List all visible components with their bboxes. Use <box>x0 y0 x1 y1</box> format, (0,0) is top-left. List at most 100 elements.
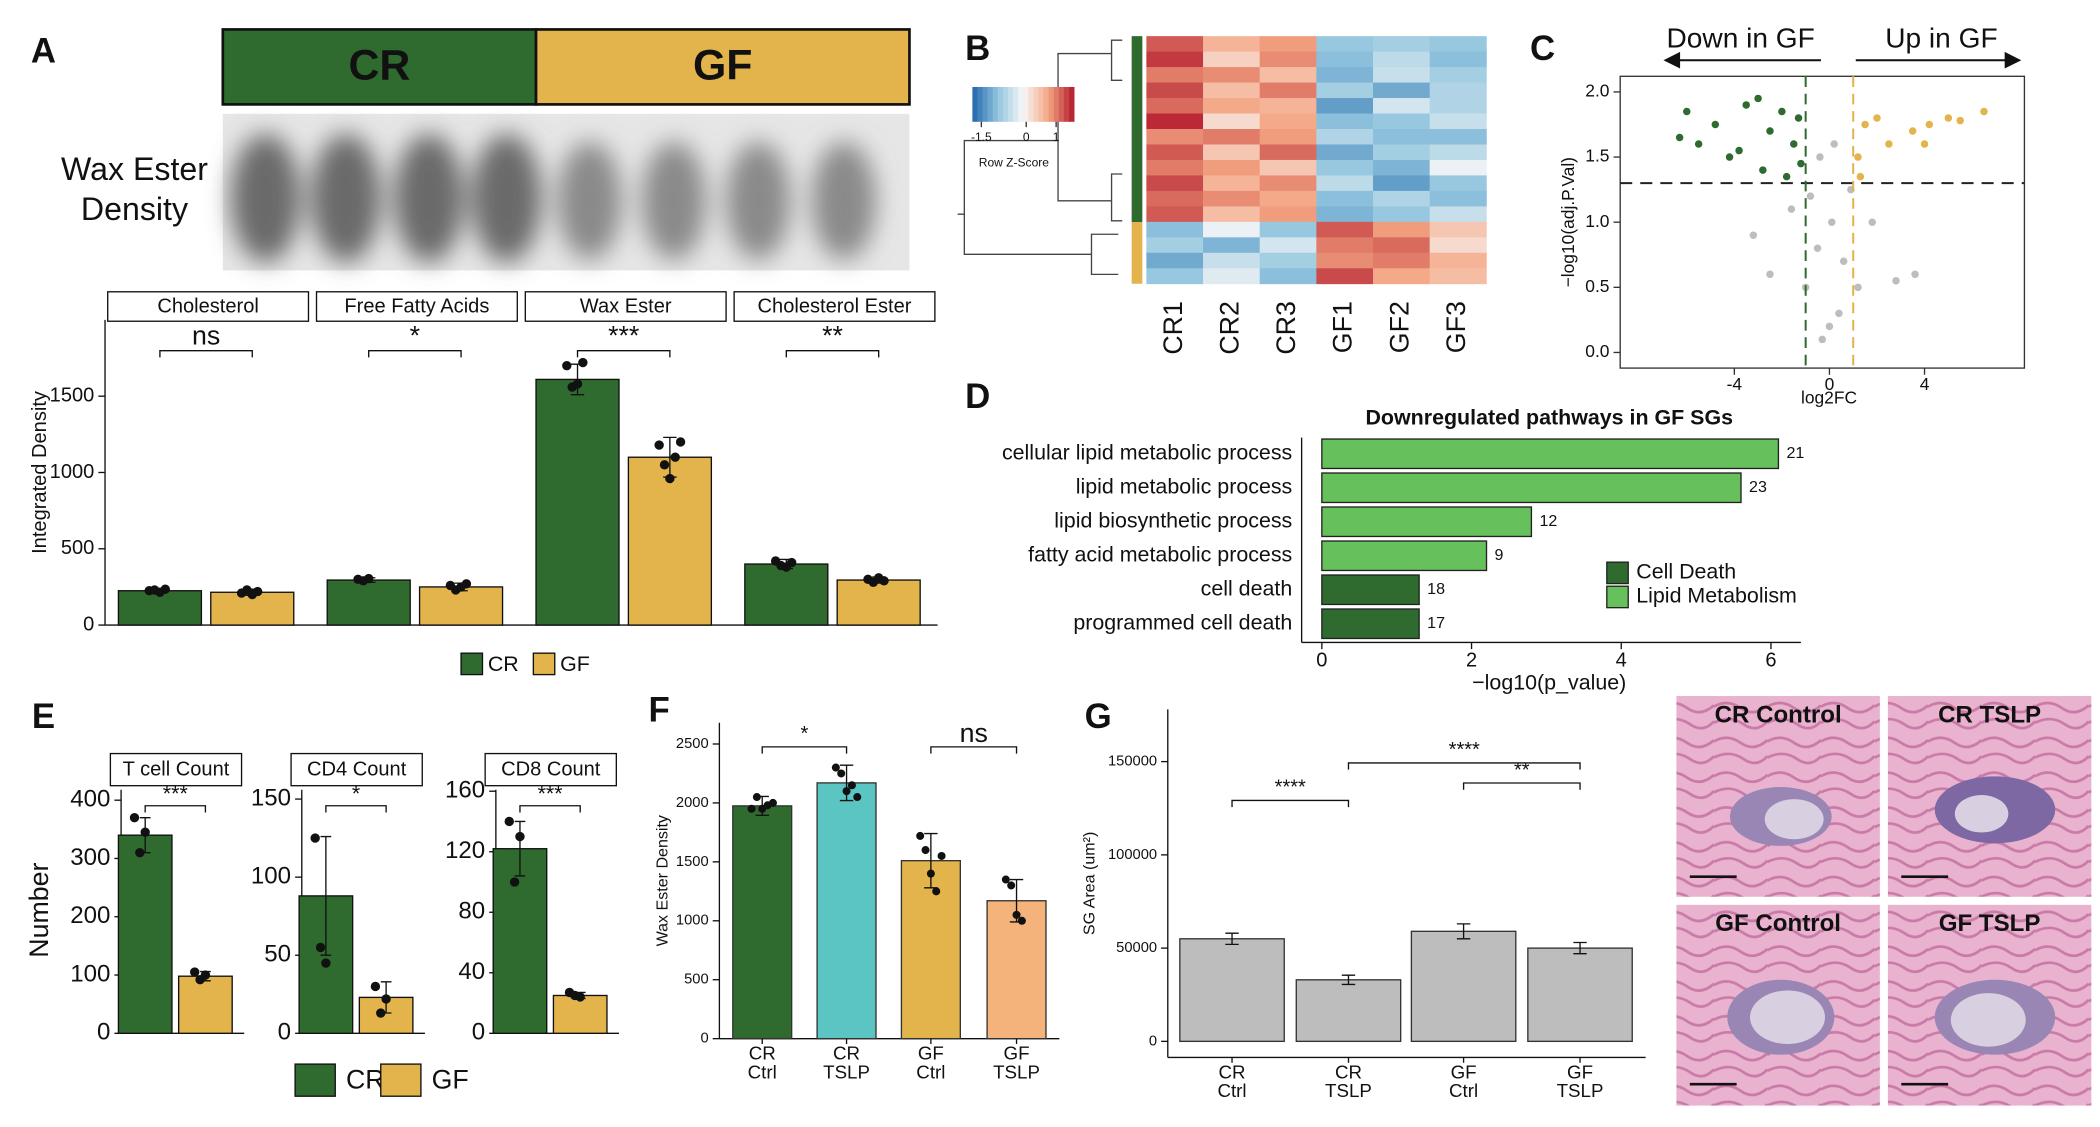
volcano-point <box>1854 153 1862 161</box>
data-point <box>160 584 170 594</box>
data-point <box>659 460 670 470</box>
heat-cell <box>1203 144 1261 161</box>
heat-cell <box>1429 82 1487 99</box>
x-tick-label: TSLP <box>823 1061 870 1082</box>
heat-cell <box>1146 113 1204 130</box>
legend-swatch <box>380 1063 422 1097</box>
x-tick-label: 2 <box>1466 650 1477 672</box>
y-tick-label: 0 <box>1149 1033 1157 1049</box>
legend-label: Lipid Metabolism <box>1636 584 1797 608</box>
y-tick-label: 400 <box>70 786 110 813</box>
heat-cell <box>1316 252 1374 269</box>
y-tick-label: 1500 <box>50 384 95 406</box>
volcano-point <box>1735 146 1743 155</box>
y-tick-label: 0 <box>701 1031 709 1047</box>
category-label: lipid metabolic process <box>1076 474 1293 498</box>
data-point <box>504 816 514 827</box>
heat-cell <box>1316 98 1374 114</box>
x-tick-label: 4 <box>1920 374 1930 394</box>
data-point <box>370 981 381 992</box>
heat-cell <box>1203 113 1261 130</box>
row-label: Density <box>81 191 188 227</box>
volcano-point <box>1830 140 1838 148</box>
colorbar-swatch <box>1002 87 1009 122</box>
heat-cell <box>1429 175 1487 192</box>
heat-cell <box>1146 206 1204 223</box>
colorbar-tick-label: 0 <box>1023 130 1030 144</box>
volcano-point <box>1956 116 1964 125</box>
count-label: 12 <box>1539 512 1557 530</box>
count-label: 18 <box>1427 580 1445 598</box>
volcano-point <box>1813 244 1822 252</box>
heat-cell <box>1429 67 1487 83</box>
image-label: GF Control <box>1715 910 1841 937</box>
colorbar-swatch <box>1043 87 1050 122</box>
colorbar-swatch <box>1063 87 1070 122</box>
y-tick-label: 0 <box>278 1019 291 1046</box>
colorbar-swatch <box>972 87 978 122</box>
colorbar-swatch <box>1053 87 1060 122</box>
significance-label: ** <box>822 320 843 350</box>
facet-strip <box>290 752 423 787</box>
data-point <box>670 452 680 462</box>
heat-cell <box>1146 159 1204 176</box>
data-point <box>562 360 572 371</box>
image-label: CR Control <box>1715 701 1842 728</box>
heat-cell <box>1316 221 1374 238</box>
y-tick-label: 500 <box>61 537 94 559</box>
volcano-point <box>1825 322 1834 331</box>
data-point <box>376 1008 386 1018</box>
heat-cell <box>1316 82 1374 99</box>
bar <box>744 563 829 626</box>
significance-bracket <box>325 805 387 813</box>
heat-cell <box>1203 36 1261 53</box>
volcano-point <box>1742 101 1750 109</box>
y-tick-label: 100000 <box>1108 847 1157 863</box>
x-axis-label: −log10(p_value) <box>1472 671 1626 695</box>
x-tick-label: TSLP <box>993 1061 1040 1082</box>
category-label: cellular lipid metabolic process <box>1002 440 1292 464</box>
heat-cell <box>1316 268 1374 285</box>
count-label: 17 <box>1427 614 1445 632</box>
data-point <box>190 967 200 977</box>
y-tick-label: 1500 <box>676 854 709 870</box>
significance-bracket <box>576 350 671 358</box>
facet-label: Wax Ester <box>580 295 672 317</box>
x-tick-label: Ctrl <box>748 1061 777 1082</box>
significance-bracket <box>144 805 207 813</box>
facet-label: Free Fatty Acids <box>344 295 489 317</box>
legend-label: Cell Death <box>1636 560 1736 584</box>
heat-cell <box>1373 237 1431 254</box>
heat-cell <box>1146 175 1204 192</box>
data-point <box>752 793 761 802</box>
colorbar-swatch <box>1023 87 1029 122</box>
heat-cell <box>1146 268 1204 285</box>
heat-cell <box>1316 159 1374 176</box>
y-tick-label: 1.5 <box>1585 146 1609 166</box>
heat-cell <box>1373 144 1431 161</box>
heat-cell <box>1373 221 1431 238</box>
volcano-point <box>1766 270 1774 279</box>
image-label: CR TSLP <box>1938 701 2041 728</box>
panel-letter: B <box>965 29 990 68</box>
header-box <box>221 28 538 106</box>
x-tick-label: GF <box>1567 1061 1593 1082</box>
heat-cell <box>1146 221 1204 238</box>
heat-cell <box>1373 190 1431 207</box>
bar <box>836 579 921 626</box>
volcano-point <box>1854 283 1862 292</box>
colorbar-swatch <box>1013 87 1019 122</box>
heat-cell <box>1203 190 1261 207</box>
heat-cell <box>1316 190 1374 207</box>
heat-cell <box>1429 113 1487 130</box>
volcano-point <box>1980 107 1988 116</box>
data-point <box>831 763 840 772</box>
volcano-point <box>1892 277 1900 285</box>
legend-swatch <box>1606 585 1629 609</box>
error-bar <box>1573 941 1587 955</box>
y-tick-label: 120 <box>445 837 485 864</box>
error-bar <box>1341 974 1356 986</box>
volcano-point <box>1778 107 1786 116</box>
data-point <box>200 970 211 980</box>
data-point <box>310 833 320 843</box>
